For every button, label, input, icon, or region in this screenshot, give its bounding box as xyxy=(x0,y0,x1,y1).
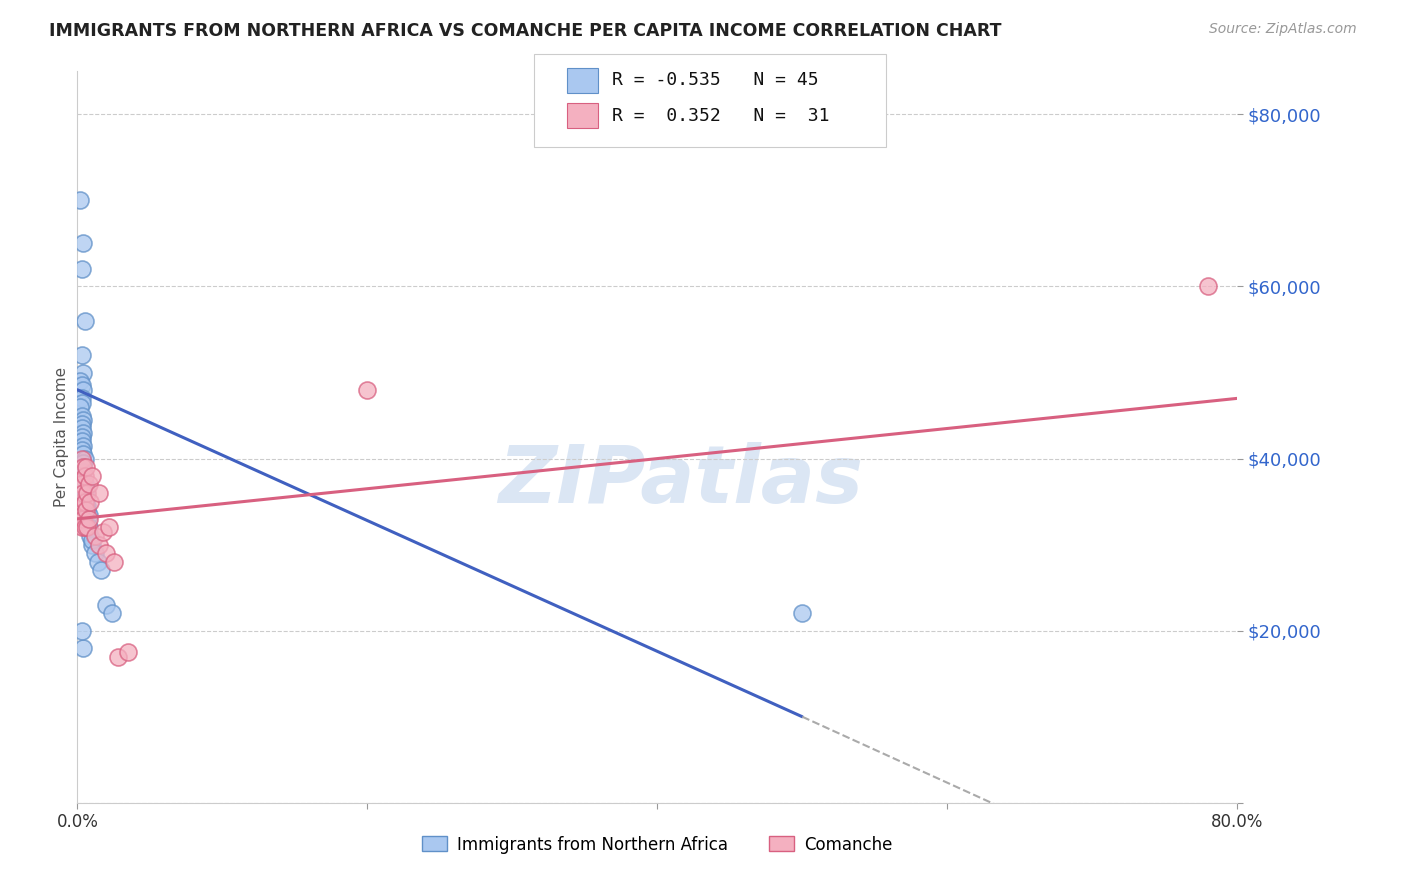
Text: Source: ZipAtlas.com: Source: ZipAtlas.com xyxy=(1209,22,1357,37)
Point xyxy=(75,482,97,496)
Point xyxy=(70,417,93,432)
Text: IMMIGRANTS FROM NORTHERN AFRICA VS COMANCHE PER CAPITA INCOME CORRELATION CHART: IMMIGRANTS FROM NORTHERN AFRICA VS COMAN… xyxy=(49,22,1001,40)
Text: R =  0.352   N =  31: R = 0.352 N = 31 xyxy=(612,107,830,125)
Point xyxy=(70,624,93,638)
Point xyxy=(73,468,96,483)
Point xyxy=(73,486,96,500)
Point xyxy=(75,460,97,475)
Point xyxy=(72,512,94,526)
Point xyxy=(80,468,103,483)
Point xyxy=(72,366,94,380)
Point xyxy=(69,400,91,414)
Point xyxy=(72,383,94,397)
Point xyxy=(80,533,103,548)
Point xyxy=(117,645,139,659)
Point xyxy=(70,395,93,409)
Point xyxy=(76,520,98,534)
Point xyxy=(72,465,94,479)
Point xyxy=(1197,279,1219,293)
Point xyxy=(70,442,93,457)
Point xyxy=(70,520,93,534)
Point xyxy=(83,529,105,543)
Point xyxy=(70,421,93,435)
Point xyxy=(70,434,93,449)
Legend: Immigrants from Northern Africa, Comanche: Immigrants from Northern Africa, Comanch… xyxy=(415,829,900,860)
Point xyxy=(73,494,96,508)
Point xyxy=(72,456,94,470)
Point xyxy=(72,425,94,440)
Point xyxy=(96,546,118,560)
Point xyxy=(70,409,93,423)
Point xyxy=(75,503,97,517)
Point xyxy=(96,598,118,612)
Point xyxy=(76,503,98,517)
Point xyxy=(72,447,94,461)
Point xyxy=(77,477,100,491)
Point xyxy=(72,236,94,251)
Point xyxy=(69,503,91,517)
Point xyxy=(76,499,98,513)
Text: R = -0.535   N = 45: R = -0.535 N = 45 xyxy=(612,71,818,89)
Point xyxy=(76,486,98,500)
Point xyxy=(72,640,94,655)
Point xyxy=(77,512,100,526)
Point xyxy=(107,649,129,664)
Point xyxy=(90,564,111,578)
Point xyxy=(72,413,94,427)
Point xyxy=(79,494,101,508)
Point xyxy=(87,538,110,552)
Point xyxy=(73,477,96,491)
Point xyxy=(87,486,110,500)
Point xyxy=(70,378,93,392)
Point xyxy=(70,348,93,362)
Point xyxy=(70,392,93,406)
Point xyxy=(103,555,125,569)
Point xyxy=(93,524,115,539)
Point xyxy=(72,439,94,453)
Point xyxy=(70,494,93,508)
Point xyxy=(83,546,105,560)
Point xyxy=(73,494,96,508)
Point xyxy=(73,451,96,466)
Point xyxy=(98,520,121,534)
Text: ZIPatlas: ZIPatlas xyxy=(498,442,863,520)
Point xyxy=(80,538,103,552)
Point xyxy=(70,477,93,491)
Point xyxy=(356,383,378,397)
Point xyxy=(69,194,91,208)
Point xyxy=(77,508,100,522)
Point xyxy=(73,314,96,328)
Point xyxy=(73,520,96,534)
Y-axis label: Per Capita Income: Per Capita Income xyxy=(53,367,69,508)
Point xyxy=(72,460,94,475)
Point xyxy=(72,460,94,475)
Point xyxy=(792,607,814,621)
Point xyxy=(70,430,93,444)
Point xyxy=(101,607,124,621)
Point xyxy=(77,520,100,534)
Point xyxy=(72,486,94,500)
Point xyxy=(70,451,93,466)
Point xyxy=(69,374,91,388)
Point xyxy=(69,477,91,491)
Point xyxy=(86,555,108,569)
Point xyxy=(79,529,101,543)
Point xyxy=(70,262,93,277)
